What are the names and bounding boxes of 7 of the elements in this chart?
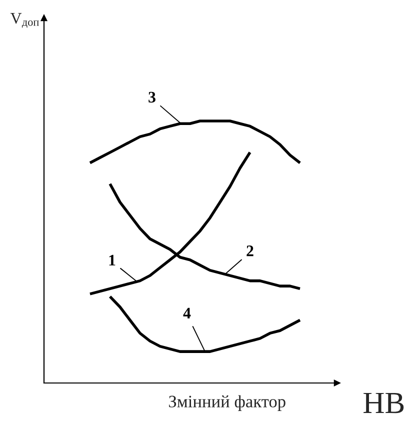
text: 4 bbox=[183, 308, 191, 318]
series-label: 1 bbox=[109, 254, 116, 266]
series-label: 3 bbox=[148, 92, 156, 103]
series-label: 2 bbox=[246, 246, 254, 256]
text: HB bbox=[364, 392, 404, 414]
text: V$_{доп}$ bbox=[10, 13, 39, 28]
x-axis-title: Змінний фактор bbox=[169, 395, 286, 411]
